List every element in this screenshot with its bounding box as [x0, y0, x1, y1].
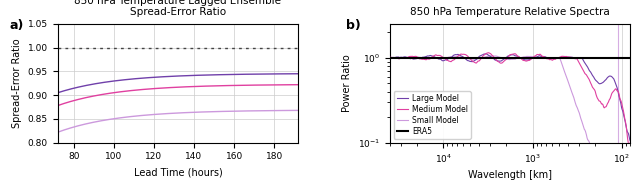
Text: a): a) — [10, 19, 24, 32]
Small Model — [401, 57, 408, 59]
Large Model — [526, 58, 534, 60]
Legend: Large Model, Medium Model, Small Model, ERA5: Large Model, Medium Model, Small Model, … — [394, 91, 471, 139]
Title: 850 hPa Temperature Relative Spectra: 850 hPa Temperature Relative Spectra — [410, 8, 610, 17]
Medium Model — [569, 57, 577, 59]
Y-axis label: Spread-Error Ratio: Spread-Error Ratio — [12, 38, 22, 128]
Medium Model — [401, 57, 408, 59]
Medium Model — [625, 145, 633, 148]
Medium Model — [526, 59, 534, 61]
Medium Model — [593, 97, 601, 99]
Large Model — [482, 53, 490, 55]
Large Model — [401, 56, 408, 58]
Medium Model — [532, 54, 540, 56]
Small Model — [540, 57, 547, 59]
Small Model — [488, 55, 496, 57]
Large Model — [386, 57, 394, 59]
Large Model — [532, 56, 540, 58]
Large Model — [627, 140, 634, 142]
Line: Medium Model: Medium Model — [390, 53, 630, 147]
Large Model — [540, 55, 547, 58]
X-axis label: Lead Time (hours): Lead Time (hours) — [134, 167, 222, 177]
Small Model — [569, 93, 577, 95]
Y-axis label: Power Ratio: Power Ratio — [342, 54, 352, 112]
Small Model — [386, 57, 394, 59]
Small Model — [594, 145, 602, 148]
Line: Small Model: Small Model — [390, 56, 630, 147]
Title: 850 hPa Temperature Lagged Ensemble
Spread-Error Ratio: 850 hPa Temperature Lagged Ensemble Spre… — [74, 0, 282, 17]
Large Model — [569, 56, 577, 58]
Medium Model — [540, 55, 547, 58]
Medium Model — [627, 141, 634, 143]
Small Model — [588, 145, 595, 148]
Large Model — [593, 81, 601, 83]
Small Model — [532, 56, 540, 58]
Small Model — [526, 55, 534, 58]
Medium Model — [386, 56, 394, 59]
Small Model — [627, 145, 634, 148]
Medium Model — [484, 52, 492, 54]
Text: b): b) — [346, 19, 361, 32]
X-axis label: Wavelength [km]: Wavelength [km] — [468, 170, 552, 180]
Line: Large Model: Large Model — [390, 54, 630, 141]
